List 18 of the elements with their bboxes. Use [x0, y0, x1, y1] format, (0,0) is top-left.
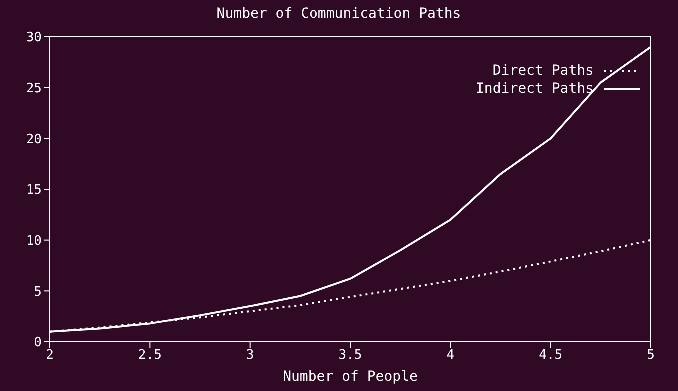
x-tick-label: 3.5: [338, 348, 362, 364]
x-tick-label: 2.5: [138, 348, 162, 364]
x-tick-label: 4: [446, 348, 455, 364]
x-tick-label: 4.5: [539, 348, 563, 364]
x-tick-label: 3: [246, 348, 254, 364]
legend-label: Indirect Paths: [476, 80, 594, 98]
y-tick-label: 0: [34, 336, 42, 351]
y-tick-label: 15: [26, 183, 42, 198]
y-tick-label: 20: [26, 132, 42, 148]
y-tick-label: 25: [26, 81, 42, 96]
y-tick-label: 5: [34, 284, 42, 300]
chart-title: Number of Communication Paths: [216, 6, 462, 22]
x-axis-title: Number of People: [283, 369, 418, 385]
x-tick-label: 5: [647, 348, 655, 364]
legend-label: Direct Paths: [492, 62, 594, 80]
y-tick-label: 30: [26, 30, 42, 46]
y-tick-label: 10: [26, 234, 42, 249]
x-tick-label: 2: [46, 348, 54, 364]
